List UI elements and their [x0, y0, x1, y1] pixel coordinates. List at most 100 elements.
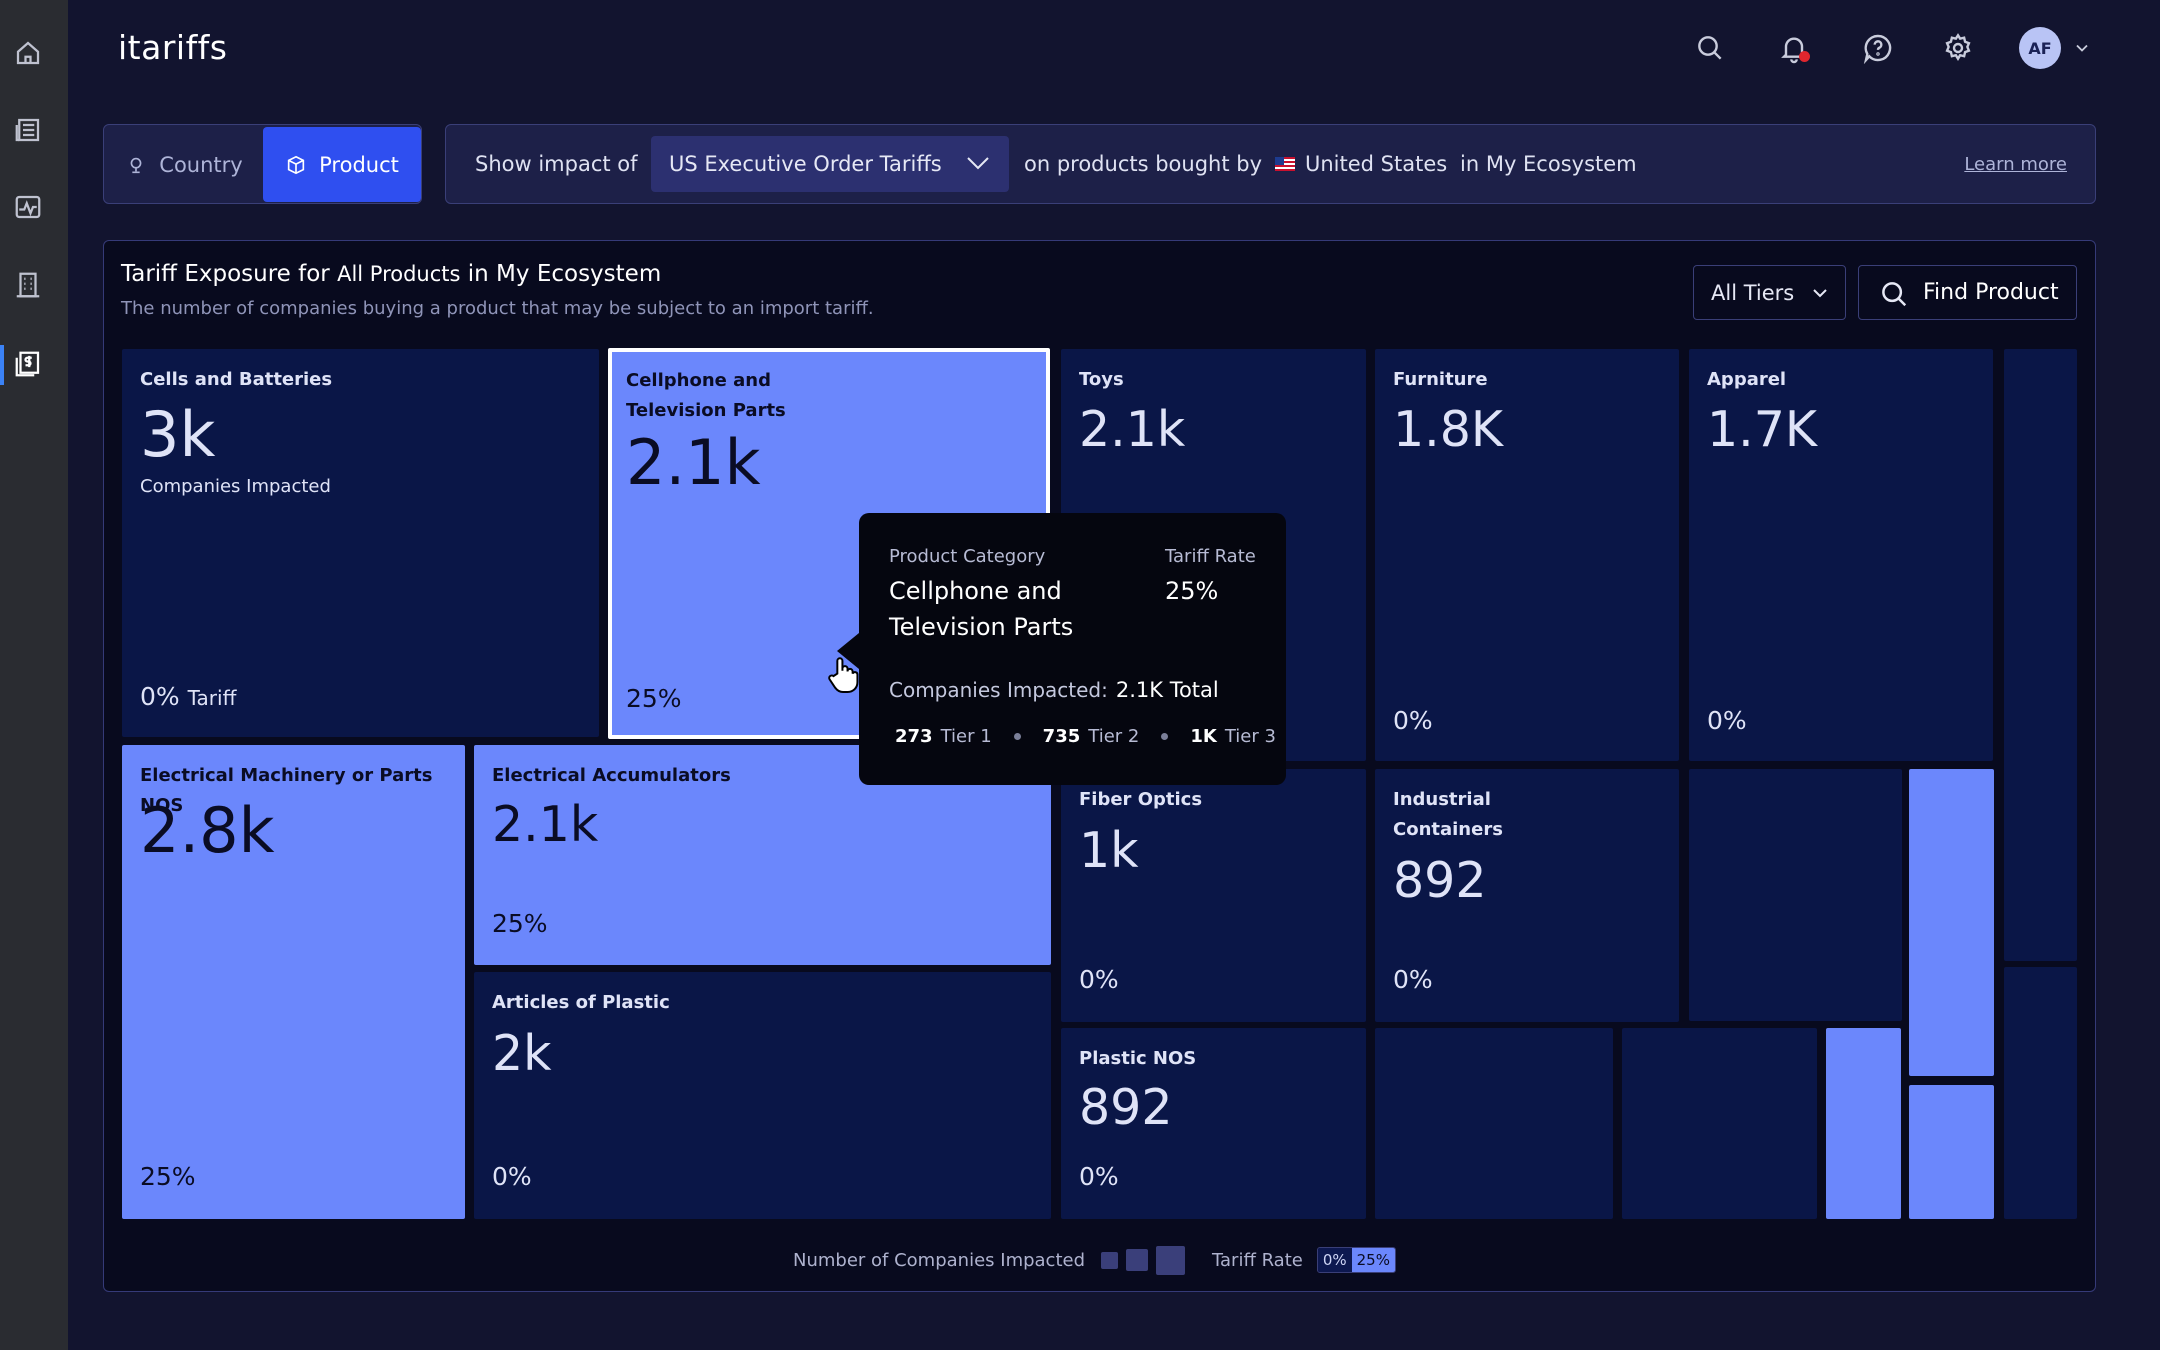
cell-tariff-rate: 0%	[492, 1162, 532, 1191]
cell-subtitle: Companies Impacted	[140, 476, 331, 497]
find-product-label: Find Product	[1923, 280, 2059, 305]
cell-title: Furniture	[1393, 369, 1488, 390]
view-toggle: Country Product	[103, 124, 422, 204]
treemap-cell-industrial-containers[interactable]: Industrial Containers 892 0%	[1375, 769, 1679, 1022]
treemap-cell-unlabeled[interactable]	[1826, 1028, 1901, 1219]
treemap-cell-unlabeled[interactable]	[2004, 967, 2077, 1219]
cell-title: Fiber Optics	[1079, 789, 1203, 810]
treemap-cell-plastic-nos[interactable]: Plastic NOS 892 0%	[1061, 1028, 1366, 1219]
notification-dot	[1799, 51, 1810, 62]
cell-tariff-rate: 0%	[1393, 706, 1433, 735]
help-icon[interactable]	[1860, 30, 1896, 66]
cell-tariff-rate: 25%	[140, 1162, 196, 1191]
cell-title: Articles of Plastic	[492, 992, 670, 1013]
cell-tariff-rate: 0%	[1079, 1162, 1119, 1191]
hand-cursor-icon	[828, 657, 859, 693]
legend-companies: Number of Companies Impacted	[793, 1245, 1193, 1275]
cell-title: Electrical Accumulators	[492, 765, 731, 786]
legend-rate-high: 25%	[1351, 1248, 1395, 1272]
chevron-down-icon	[1813, 289, 1827, 298]
tariff-select-value: US Executive Order Tariffs	[669, 152, 942, 176]
us-flag-icon	[1275, 157, 1295, 171]
tooltip-companies: Companies Impacted: 2.1K Total	[889, 678, 1219, 702]
legend-tariff-rate: Tariff Rate 0% 25%	[1212, 1245, 1396, 1275]
treemap-cell-unlabeled[interactable]	[1909, 769, 1994, 1076]
cell-tariff-rate: 0%	[1707, 706, 1747, 735]
find-product-button[interactable]: Find Product	[1858, 265, 2077, 320]
panel-title: Tariff Exposure for All Products in My E…	[121, 261, 662, 287]
tiers-dropdown-label: All Tiers	[1711, 280, 1795, 305]
treemap-cell-articles-of-plastic[interactable]: Articles of Plastic 2k 0%	[474, 972, 1051, 1219]
gear-icon[interactable]	[1940, 30, 1976, 66]
cell-title: Toys	[1079, 369, 1124, 390]
cell-value: 1k	[1079, 822, 1139, 879]
dollar-document-icon[interactable]	[12, 348, 44, 380]
cell-tariff-rate: 0%	[1393, 965, 1433, 994]
newspaper-icon[interactable]	[12, 114, 44, 146]
treemap-cell-apparel[interactable]: Apparel 1.7K 0%	[1689, 349, 1993, 761]
cell-value: 2k	[492, 1025, 552, 1082]
app-logo[interactable]: itariffs	[118, 28, 228, 67]
cell-value: 892	[1393, 852, 1487, 909]
legend-companies-label: Number of Companies Impacted	[793, 1249, 1086, 1271]
cell-tariff-rate: 25%	[626, 684, 682, 713]
sidebar-active-indicator	[0, 345, 4, 385]
cell-title: Cells and Batteries	[140, 369, 333, 390]
treemap-cell-fiber-optics[interactable]: Fiber Optics 1k 0%	[1061, 769, 1366, 1022]
tooltip-category-value: Cellphone and Television Parts	[889, 577, 1074, 641]
product-toggle-button[interactable]: Product	[263, 127, 421, 202]
product-tooltip: Product Category Cellphone and Television…	[837, 513, 1286, 785]
cell-title: Plastic NOS	[1079, 1048, 1197, 1069]
legend-rate-label: Tariff Rate	[1212, 1249, 1303, 1271]
chevron-down-icon	[967, 157, 989, 170]
cell-title: Apparel	[1707, 369, 1787, 390]
treemap-cell-unlabeled[interactable]	[1689, 769, 1902, 1021]
legend-size-small	[1101, 1251, 1119, 1269]
legend-size-medium	[1126, 1249, 1149, 1271]
box-icon	[287, 155, 305, 174]
cell-value: 1.8K	[1393, 401, 1504, 458]
cell-value: 2.1k	[492, 796, 599, 853]
cell-title: Cellphone and Television Parts	[626, 370, 786, 421]
home-icon[interactable]	[12, 37, 44, 69]
avatar[interactable]: AF	[2019, 27, 2061, 69]
treemap-cell-electrical-machinery[interactable]: Electrical Machinery or Parts NOS 2.8k 2…	[122, 745, 465, 1219]
treemap-cell-cells-and-batteries[interactable]: Cells and Batteries 3k Companies Impacte…	[122, 349, 599, 737]
country-name: United States	[1305, 152, 1448, 176]
chevron-down-icon[interactable]	[2068, 30, 2096, 66]
activity-icon[interactable]	[12, 191, 44, 223]
cell-tariff-rate: 25%	[492, 909, 548, 938]
treemap-cell-unlabeled[interactable]	[1622, 1028, 1817, 1219]
cell-title: Industrial Containers	[1393, 789, 1503, 840]
cell-value: 3k	[140, 398, 216, 471]
tiers-dropdown[interactable]: All Tiers	[1693, 265, 1846, 320]
filter-prefix: Show impact of	[475, 152, 638, 176]
learn-more-link[interactable]: Learn more	[1964, 153, 2067, 175]
product-toggle-label: Product	[319, 152, 399, 177]
tooltip-category-label: Product Category	[889, 546, 1046, 567]
cell-tariff-rate: 0%	[1079, 965, 1119, 994]
country-toggle-label: Country	[159, 152, 243, 177]
treemap-cell-furniture[interactable]: Furniture 1.8K 0%	[1375, 349, 1679, 761]
treemap-cell-unlabeled[interactable]	[2004, 349, 2077, 961]
cell-tariff-rate: 0% Tariff	[140, 682, 237, 711]
tariff-select[interactable]: US Executive Order Tariffs	[651, 136, 1009, 192]
filter-suffix: in My Ecosystem	[1460, 152, 1637, 176]
search-icon	[1882, 282, 1907, 307]
cell-value: 1.7K	[1707, 401, 1818, 458]
legend-rate-low: 0%	[1317, 1248, 1352, 1272]
treemap-cell-unlabeled[interactable]	[1909, 1085, 1994, 1219]
country-selector[interactable]: United States	[1275, 125, 1447, 203]
bell-icon[interactable]	[1776, 30, 1812, 66]
search-icon[interactable]	[1692, 30, 1728, 66]
tooltip-rate-value: 25%	[1165, 577, 1219, 605]
cell-value: 892	[1079, 1079, 1173, 1136]
legend-size-large	[1156, 1245, 1186, 1275]
cell-value: 2.8k	[140, 794, 275, 867]
panel-subtitle: The number of companies buying a product…	[121, 298, 874, 319]
treemap-cell-unlabeled[interactable]	[1375, 1028, 1613, 1219]
cell-value: 2.1k	[626, 426, 761, 499]
filter-bar: Show impact of US Executive Order Tariff…	[445, 124, 2096, 204]
country-toggle-button[interactable]: Country	[106, 127, 262, 202]
building-icon[interactable]	[12, 269, 44, 301]
